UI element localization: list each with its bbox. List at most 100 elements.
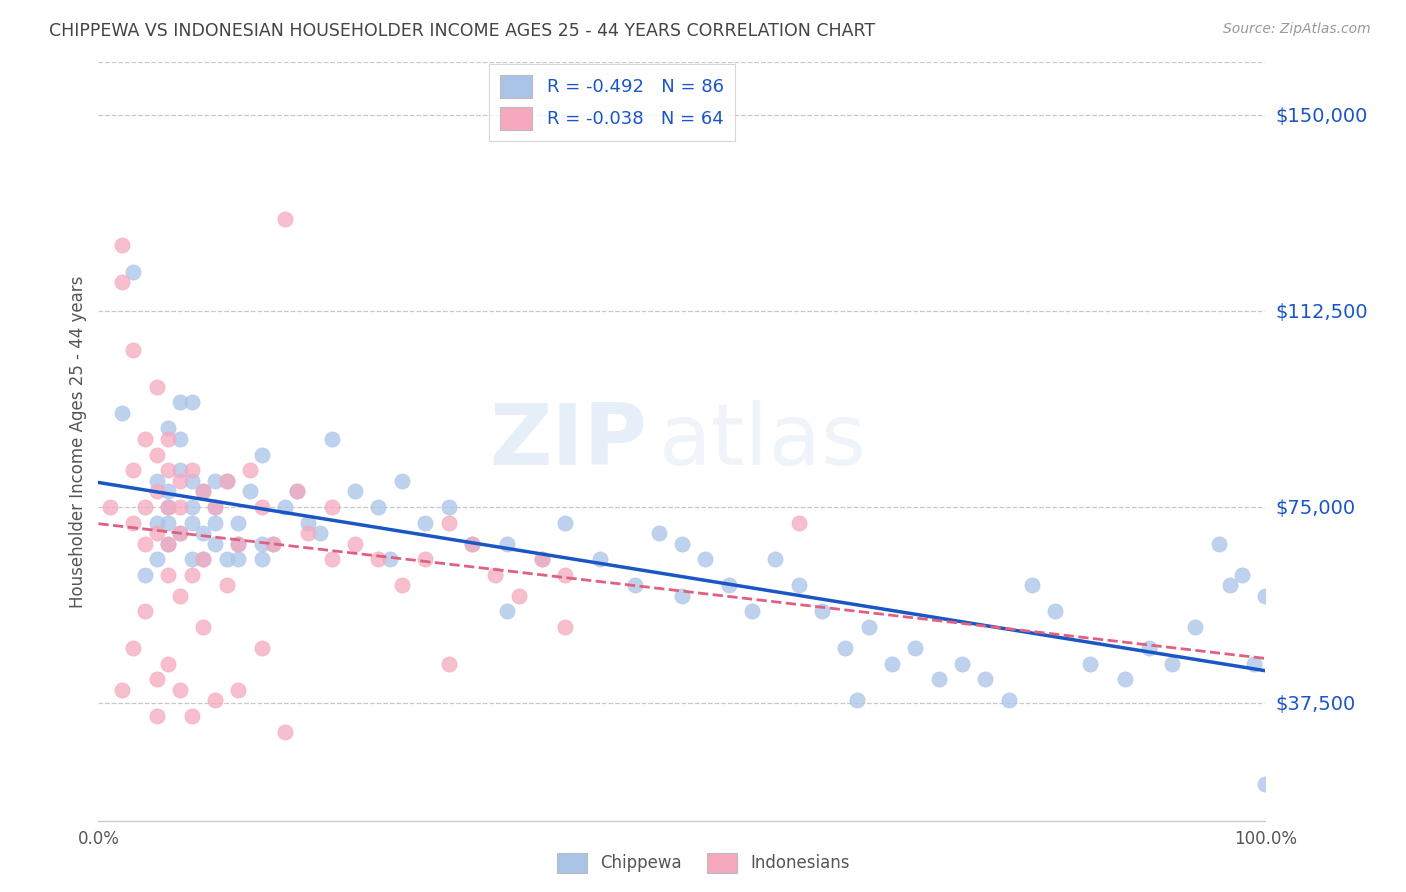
Point	[1137, 641, 1160, 656]
Point	[169, 474, 191, 488]
Point	[309, 526, 332, 541]
Point	[180, 463, 202, 477]
Point	[380, 552, 402, 566]
Point	[157, 536, 180, 550]
Point	[787, 578, 810, 592]
Point	[228, 536, 250, 550]
Text: CHIPPEWA VS INDONESIAN HOUSEHOLDER INCOME AGES 25 - 44 YEARS CORRELATION CHART: CHIPPEWA VS INDONESIAN HOUSEHOLDER INCOM…	[49, 22, 876, 40]
Point	[554, 516, 576, 530]
Point	[134, 500, 156, 514]
Point	[437, 657, 460, 671]
Point	[1243, 657, 1265, 671]
Point	[193, 552, 215, 566]
Point	[157, 463, 180, 477]
Point	[134, 432, 156, 446]
Point	[98, 500, 121, 514]
Point	[274, 212, 297, 227]
Point	[134, 567, 156, 582]
Point	[180, 516, 202, 530]
Point	[297, 526, 319, 541]
Point	[193, 620, 215, 634]
Point	[215, 474, 238, 488]
Point	[1045, 605, 1067, 619]
Point	[134, 605, 156, 619]
Point	[880, 657, 903, 671]
Point	[554, 567, 576, 582]
Point	[169, 463, 191, 477]
Point	[974, 673, 997, 687]
Point	[157, 500, 180, 514]
Point	[157, 536, 180, 550]
Point	[228, 536, 250, 550]
Point	[146, 474, 169, 488]
Point	[904, 641, 927, 656]
Point	[344, 536, 367, 550]
Point	[647, 526, 669, 541]
Point	[228, 682, 250, 697]
Point	[496, 536, 519, 550]
Point	[204, 516, 226, 530]
Point	[717, 578, 740, 592]
Point	[671, 536, 693, 550]
Point	[741, 605, 763, 619]
Point	[215, 552, 238, 566]
Point	[169, 526, 191, 541]
Point	[344, 484, 367, 499]
Point	[157, 432, 180, 446]
Point	[157, 484, 180, 499]
Point	[204, 474, 226, 488]
Point	[180, 567, 202, 582]
Point	[262, 536, 284, 550]
Point	[928, 673, 950, 687]
Point	[858, 620, 880, 634]
Point	[950, 657, 973, 671]
Point	[274, 724, 297, 739]
Point	[250, 552, 273, 566]
Point	[169, 500, 191, 514]
Point	[321, 432, 343, 446]
Point	[157, 657, 180, 671]
Point	[321, 552, 343, 566]
Point	[193, 526, 215, 541]
Point	[367, 500, 389, 514]
Point	[193, 552, 215, 566]
Point	[146, 448, 169, 462]
Point	[250, 500, 273, 514]
Point	[122, 343, 145, 357]
Point	[228, 552, 250, 566]
Point	[146, 516, 169, 530]
Point	[624, 578, 647, 592]
Point	[1184, 620, 1206, 634]
Point	[122, 463, 145, 477]
Point	[122, 264, 145, 278]
Point	[530, 552, 553, 566]
Point	[321, 500, 343, 514]
Point	[180, 552, 202, 566]
Point	[169, 432, 191, 446]
Point	[413, 552, 436, 566]
Point	[262, 536, 284, 550]
Point	[180, 500, 202, 514]
Point	[180, 474, 202, 488]
Point	[461, 536, 484, 550]
Point	[530, 552, 553, 566]
Point	[1219, 578, 1241, 592]
Point	[413, 516, 436, 530]
Point	[111, 275, 134, 289]
Point	[437, 500, 460, 514]
Point	[1080, 657, 1102, 671]
Point	[1021, 578, 1043, 592]
Point	[391, 578, 413, 592]
Point	[239, 463, 262, 477]
Point	[1230, 567, 1253, 582]
Point	[250, 536, 273, 550]
Point	[1161, 657, 1184, 671]
Text: ZIP: ZIP	[489, 400, 647, 483]
Point	[695, 552, 717, 566]
Point	[285, 484, 308, 499]
Point	[461, 536, 484, 550]
Point	[180, 395, 202, 409]
Point	[122, 516, 145, 530]
Point	[169, 395, 191, 409]
Point	[157, 500, 180, 514]
